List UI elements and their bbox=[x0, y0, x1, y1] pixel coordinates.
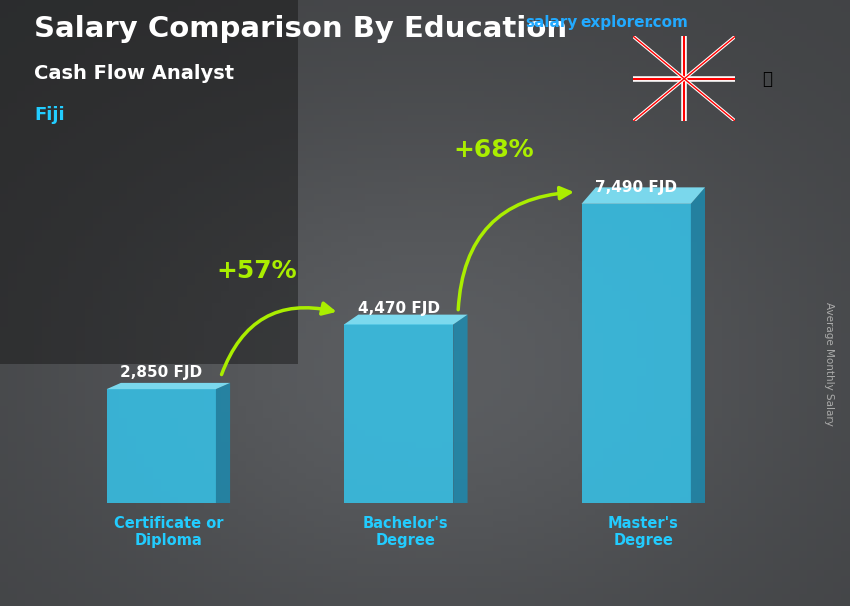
Polygon shape bbox=[106, 383, 230, 389]
Text: Certificate or
Diploma: Certificate or Diploma bbox=[114, 516, 223, 548]
Text: +68%: +68% bbox=[453, 138, 534, 162]
Text: salary: salary bbox=[525, 15, 578, 30]
Text: Fiji: Fiji bbox=[34, 106, 65, 124]
Text: Average Monthly Salary: Average Monthly Salary bbox=[824, 302, 834, 425]
Polygon shape bbox=[216, 383, 230, 503]
Polygon shape bbox=[453, 315, 468, 503]
FancyArrowPatch shape bbox=[222, 303, 333, 375]
Text: explorer: explorer bbox=[581, 15, 653, 30]
Polygon shape bbox=[0, 0, 298, 364]
Text: 🏛: 🏛 bbox=[762, 70, 773, 88]
Text: 2,850 FJD: 2,850 FJD bbox=[120, 365, 202, 381]
Text: Cash Flow Analyst: Cash Flow Analyst bbox=[34, 64, 234, 82]
Polygon shape bbox=[581, 204, 691, 503]
Text: .com: .com bbox=[648, 15, 689, 30]
Polygon shape bbox=[106, 389, 216, 503]
Polygon shape bbox=[344, 315, 468, 324]
Text: 7,490 FJD: 7,490 FJD bbox=[595, 180, 677, 195]
Polygon shape bbox=[691, 187, 705, 503]
Polygon shape bbox=[344, 324, 453, 503]
Text: Bachelor's
Degree: Bachelor's Degree bbox=[363, 516, 449, 548]
Text: Master's
Degree: Master's Degree bbox=[608, 516, 678, 548]
Text: Salary Comparison By Education: Salary Comparison By Education bbox=[34, 15, 567, 43]
Text: 4,470 FJD: 4,470 FJD bbox=[358, 301, 439, 316]
Polygon shape bbox=[581, 187, 705, 204]
Text: +57%: +57% bbox=[216, 259, 297, 282]
FancyArrowPatch shape bbox=[458, 188, 570, 310]
